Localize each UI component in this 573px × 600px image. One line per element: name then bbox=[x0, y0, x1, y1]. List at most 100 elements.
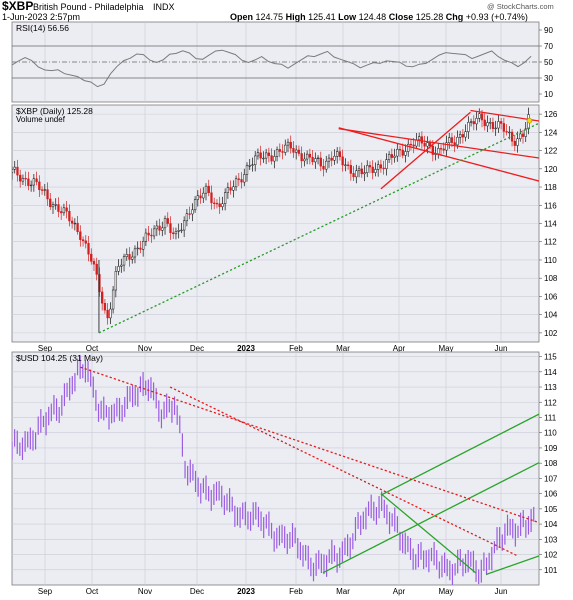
xbp-candle-body bbox=[456, 136, 459, 146]
xbp-candle-body bbox=[163, 218, 167, 229]
xbp-candle-body bbox=[122, 256, 126, 266]
xbp-candle-body bbox=[136, 247, 139, 250]
xbp-candle-body bbox=[81, 239, 85, 242]
xbp-candle-body bbox=[278, 149, 281, 152]
usd-trendline-5 bbox=[80, 366, 539, 524]
xbp-trendline-5 bbox=[98, 122, 539, 334]
xbp-candle-body bbox=[46, 189, 49, 200]
usd-trendline-4 bbox=[380, 493, 477, 574]
xbp-candle-body bbox=[494, 127, 497, 130]
usd-trendline-2 bbox=[380, 413, 539, 496]
usd-tick-label: 105 bbox=[544, 505, 558, 514]
xbp-candle-body bbox=[333, 155, 336, 161]
xbp-candle-body bbox=[442, 148, 445, 151]
usd-tick-label: 110 bbox=[544, 429, 557, 438]
xbp-candle-body bbox=[464, 131, 467, 138]
xbp-candle-body bbox=[308, 153, 312, 158]
xbp-candle-body bbox=[101, 291, 104, 304]
xbp-candle-body bbox=[390, 154, 393, 158]
xbp-candle-body bbox=[248, 165, 251, 167]
xbp-x-grid: Sep Oct Nov Dec 2023 Feb Mar Apr May Jun bbox=[38, 105, 507, 353]
usd-x-grid: Sep Oct Nov Dec 2023 Feb Mar Apr May Jun bbox=[38, 352, 507, 596]
rsi-tick-label: 50 bbox=[544, 58, 553, 67]
xbp-candle-body bbox=[330, 157, 333, 161]
chg-label: Chg bbox=[445, 12, 464, 22]
usd-tick-label: 108 bbox=[544, 459, 558, 468]
xbp-candle-body bbox=[382, 167, 385, 170]
x-tick-label-may: May bbox=[438, 587, 453, 596]
xbp-candle-body bbox=[62, 207, 66, 214]
xbp-candle-body bbox=[40, 189, 44, 191]
x-tick-label-feb: Feb bbox=[289, 587, 303, 596]
usd-tick-label: 102 bbox=[544, 551, 558, 560]
xbp-candle-body bbox=[234, 178, 238, 188]
xbp-candle-body bbox=[396, 148, 399, 157]
xbp-candle-body bbox=[336, 151, 339, 157]
xbp-candle-body bbox=[13, 166, 16, 170]
xbp-candle-body bbox=[106, 309, 109, 319]
xbp-candle-body bbox=[65, 207, 68, 212]
usd-tick-label: 109 bbox=[544, 444, 558, 453]
xbp-candle-body bbox=[111, 289, 115, 310]
xbp-candle-body bbox=[437, 148, 440, 155]
usd-trendline-6 bbox=[169, 386, 519, 557]
xbp-candle-body bbox=[377, 164, 380, 170]
usd-tick-label: 103 bbox=[544, 535, 558, 544]
xbp-candle-body bbox=[70, 220, 74, 224]
xbp-candle-body bbox=[344, 164, 347, 166]
xbp-tick-label: 114 bbox=[544, 220, 557, 229]
xbp-candle-body bbox=[491, 122, 495, 129]
xbp-candle-body bbox=[489, 122, 492, 124]
xbp-candle-body bbox=[325, 160, 328, 170]
xbp-candle-body bbox=[418, 136, 421, 141]
chart-date: 1-Jun-2023 2:57pm bbox=[2, 12, 81, 22]
xbp-candle-body bbox=[349, 165, 352, 174]
xbp-candle-body bbox=[60, 211, 63, 214]
xbp-candle-body bbox=[76, 222, 79, 232]
xbp-candle-body bbox=[204, 185, 208, 194]
xbp-candle-body bbox=[161, 227, 164, 231]
xbp-candle-body bbox=[264, 152, 268, 159]
xbp-candle-body bbox=[188, 213, 191, 215]
xbp-tick-label: 120 bbox=[544, 165, 558, 174]
xbp-candle-body bbox=[505, 131, 508, 133]
xbp-candle-body bbox=[420, 136, 424, 144]
xbp-candle-body bbox=[267, 152, 271, 156]
xbp-candle-body bbox=[316, 157, 320, 159]
xbp-candle-body bbox=[243, 174, 246, 183]
xbp-candle-body bbox=[379, 164, 383, 169]
xbp-candle-body bbox=[407, 143, 410, 152]
xbp-candle-body bbox=[286, 141, 290, 146]
xbp-candle-body bbox=[193, 199, 197, 211]
xbp-candle-body bbox=[475, 118, 478, 125]
xbp-candle-body bbox=[398, 148, 402, 151]
high-value: 125.41 bbox=[308, 12, 336, 22]
usd-tick-label: 104 bbox=[544, 520, 558, 529]
usd-tick-label: 111 bbox=[544, 413, 557, 422]
xbp-candle-body bbox=[284, 144, 287, 153]
chart-instrument-name: British Pound - Philadelphia bbox=[33, 2, 144, 12]
xbp-tick-label: 118 bbox=[544, 183, 557, 192]
xbp-candle-body bbox=[191, 209, 194, 215]
xbp-candle-body bbox=[341, 156, 344, 166]
xbp-candle-body bbox=[281, 151, 284, 153]
xbp-candle-body bbox=[144, 232, 148, 242]
xbp-candle-body bbox=[158, 225, 161, 231]
usd-trendline-1 bbox=[322, 461, 539, 574]
xbp-tick-label: 104 bbox=[544, 311, 558, 320]
xbp-candle-body bbox=[166, 218, 169, 224]
xbp-candle-body bbox=[360, 168, 363, 175]
open-value: 124.75 bbox=[255, 12, 284, 22]
xbp-candle-body bbox=[114, 271, 117, 291]
usd-tick-label: 106 bbox=[544, 490, 558, 499]
x-tick-label-apr: Apr bbox=[393, 344, 406, 353]
usd-trendline-3 bbox=[486, 555, 539, 575]
usd-tick-label: 115 bbox=[544, 353, 557, 362]
xbp-candle-body bbox=[38, 181, 41, 190]
x-tick-label-oct: Oct bbox=[86, 587, 99, 596]
xbp-candle-body bbox=[150, 234, 153, 237]
xbp-candle-body bbox=[303, 158, 306, 162]
xbp-candle-body bbox=[338, 151, 342, 158]
xbp-candle-body bbox=[524, 128, 527, 137]
xbp-candle-body bbox=[16, 166, 19, 176]
